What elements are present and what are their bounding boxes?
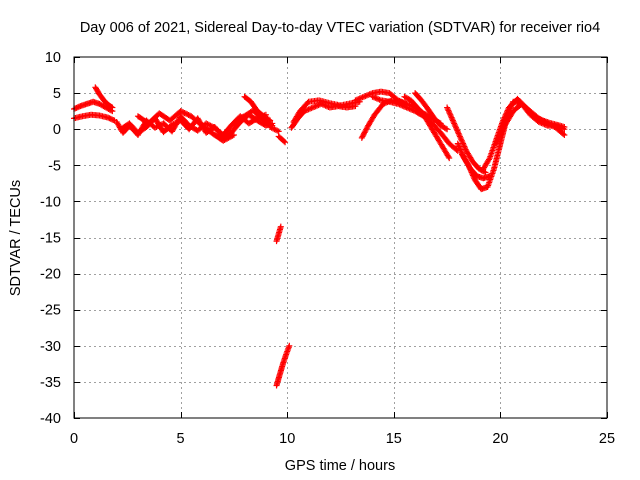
data-series xyxy=(241,93,274,124)
data-series xyxy=(412,90,451,133)
data-point xyxy=(493,139,500,146)
y-tick-label: 5 xyxy=(53,86,61,102)
data-point xyxy=(265,116,272,123)
data-point xyxy=(267,117,274,124)
data-series xyxy=(493,100,568,147)
data-point xyxy=(181,110,188,117)
data-point xyxy=(177,108,184,115)
data-point xyxy=(185,111,192,118)
data-point xyxy=(561,124,568,131)
y-tick-label: -35 xyxy=(40,375,61,391)
data-point xyxy=(497,132,504,139)
x-tick-label: 25 xyxy=(599,431,615,447)
data-point xyxy=(281,138,288,145)
data-point xyxy=(499,126,506,133)
data-point xyxy=(230,131,237,138)
x-tick-label: 0 xyxy=(70,431,78,447)
y-tick-label: -30 xyxy=(40,339,61,355)
data-series xyxy=(275,133,289,146)
axis-tick-labels: 0 5 10 15 20 25 10 5 0 -5 -10 -15 -20 -25 -30 -35 -40 xyxy=(40,50,615,447)
data-series xyxy=(444,104,489,176)
chart-title: Day 006 of 2021, Sidereal Day-to-day VTE… xyxy=(80,20,600,36)
data-point xyxy=(108,103,115,110)
data-series xyxy=(273,342,293,389)
y-tick-label: -25 xyxy=(40,303,61,319)
data-series xyxy=(369,93,461,154)
y-tick-label: -40 xyxy=(40,411,61,427)
y-tick-label: -10 xyxy=(40,194,61,210)
data-point xyxy=(444,126,451,133)
data-point xyxy=(229,132,236,139)
data-point xyxy=(497,130,504,137)
x-tick-label: 10 xyxy=(279,431,295,447)
data-point xyxy=(561,131,568,138)
grid xyxy=(74,57,607,418)
y-tick-label: 0 xyxy=(53,122,61,138)
data-series xyxy=(267,124,282,135)
y-axis-label: SDTVAR / TECUs xyxy=(8,180,24,296)
data-point xyxy=(496,133,503,140)
x-tick-label: 15 xyxy=(386,431,402,447)
data-series xyxy=(92,84,116,111)
data-point xyxy=(499,128,506,135)
data-series xyxy=(401,93,453,162)
data-point xyxy=(282,139,289,146)
data-point xyxy=(495,135,502,142)
y-tick-label: -5 xyxy=(48,158,61,174)
data-point xyxy=(498,129,505,136)
data-points xyxy=(71,84,568,389)
data-point xyxy=(445,153,452,160)
data-point xyxy=(277,223,284,230)
y-tick-label: -20 xyxy=(40,267,61,283)
data-point xyxy=(178,108,185,115)
y-tick-label: 10 xyxy=(45,50,61,66)
data-point xyxy=(275,128,282,135)
data-point xyxy=(184,111,191,118)
x-axis-label: GPS time / hours xyxy=(285,458,395,474)
data-point xyxy=(109,104,116,111)
data-point xyxy=(352,103,359,110)
y-tick-label: -15 xyxy=(40,231,61,247)
data-point xyxy=(500,125,507,132)
data-point xyxy=(442,125,449,132)
data-point xyxy=(180,109,187,116)
data-point xyxy=(560,130,567,137)
data-point xyxy=(286,342,293,349)
x-tick-label: 20 xyxy=(492,431,508,447)
data-point xyxy=(494,137,501,144)
data-point xyxy=(182,110,189,117)
data-series xyxy=(288,100,359,131)
data-point xyxy=(493,140,500,147)
plot-frame xyxy=(73,56,608,419)
data-point xyxy=(446,155,453,162)
data-series xyxy=(273,223,284,245)
data-series xyxy=(134,108,237,144)
data-point xyxy=(495,136,502,143)
data-point xyxy=(485,156,492,163)
axis-ticks xyxy=(74,57,608,419)
x-tick-label: 5 xyxy=(177,431,185,447)
